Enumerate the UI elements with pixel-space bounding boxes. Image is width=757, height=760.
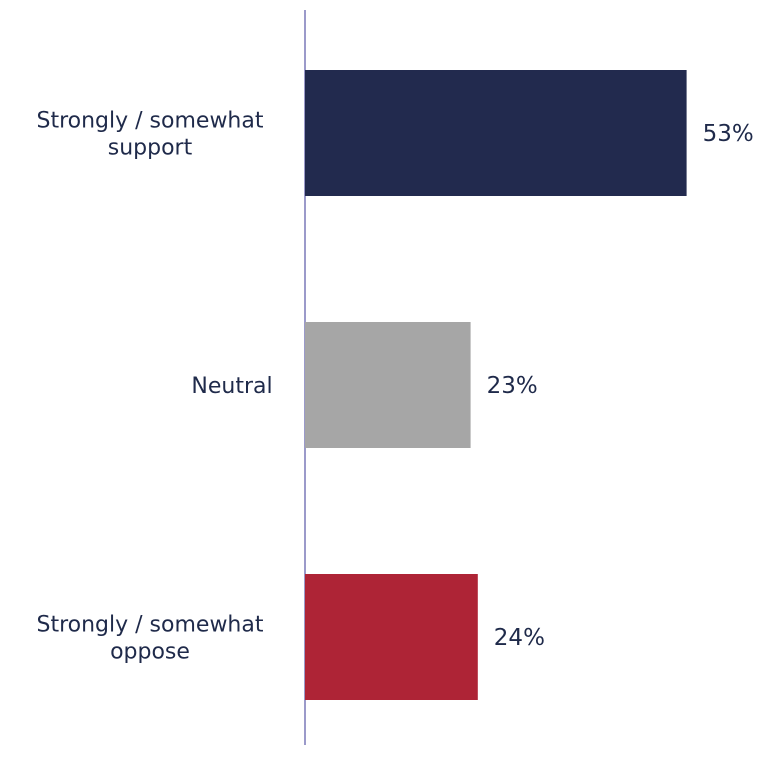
- value-label-3: 24%: [494, 625, 545, 651]
- value-label-2: 23%: [487, 373, 538, 399]
- bars-group: [305, 70, 687, 700]
- bar-2: [305, 322, 471, 448]
- category-label-1-line-2: support: [108, 136, 193, 161]
- category-label-3-line-1: Strongly / somewhat: [37, 613, 264, 638]
- value-labels-group: 53% 23% 24%: [487, 121, 754, 651]
- category-labels-group: Strongly / somewhat supportNeutralStrongl…: [37, 109, 273, 665]
- category-label-3: Strongly / somewhat oppose: [37, 613, 264, 665]
- bar-3: [305, 574, 478, 700]
- category-label-3-line-2: oppose: [110, 640, 190, 665]
- bar-1: [305, 70, 687, 196]
- category-label-2: Neutral: [191, 374, 272, 399]
- category-label-2-line-1: Neutral: [191, 374, 272, 399]
- category-label-1-line-1: Strongly / somewhat: [37, 109, 264, 134]
- category-label-1: Strongly / somewhat support: [37, 109, 264, 161]
- value-label-1: 53%: [703, 121, 754, 147]
